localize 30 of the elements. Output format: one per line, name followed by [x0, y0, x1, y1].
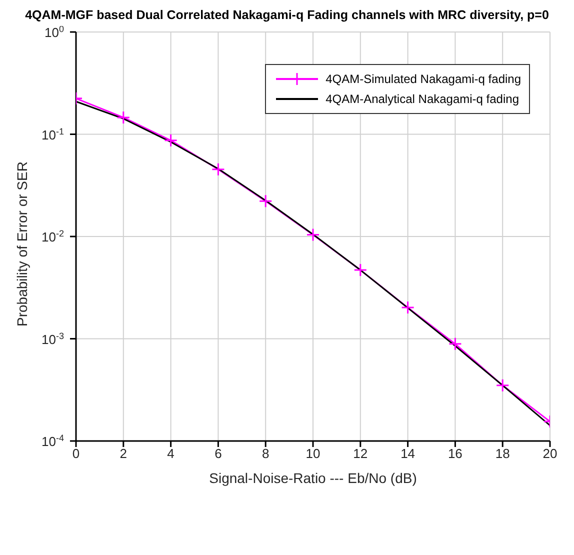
chart-title: 4QAM-MGF based Dual Correlated Nakagami-q Fading channels with MRC diversity, p=0 — [25, 8, 549, 22]
legend-label: 4QAM-Simulated Nakagami-q fading — [326, 72, 521, 86]
legend-label: 4QAM-Analytical Nakagami-q fading — [326, 92, 519, 106]
y-tick-label: 10$^{-1}$ — [42, 126, 64, 142]
x-tick-label: 18 — [495, 446, 510, 462]
y-tick-label: 10$^{-2}$ — [42, 228, 64, 244]
x-tick-label: 6 — [214, 446, 222, 462]
point — [306, 228, 320, 242]
point — [211, 162, 225, 176]
point — [448, 337, 462, 351]
point — [116, 110, 130, 124]
x-tick-label: 16 — [448, 446, 462, 462]
y-tick-label: 10$^{-3}$ — [42, 330, 64, 347]
x-tick-label: 20 — [542, 446, 558, 462]
y-tick-label: 10$^{-4}$ — [42, 433, 64, 449]
point — [496, 378, 510, 392]
x-tick-label: 12 — [353, 446, 368, 462]
point — [258, 194, 272, 208]
x-axis-title: Signal-Noise-Ratio --- Eb/No (dB) — [209, 470, 417, 486]
x-tick-label: 14 — [400, 446, 416, 462]
point — [401, 300, 415, 314]
y-axis-title: Probability of Error or SER — [14, 162, 30, 326]
y-tick-label: 10$^{0}$ — [44, 24, 64, 40]
point — [354, 263, 368, 277]
x-tick-label: 8 — [262, 446, 270, 462]
point — [164, 134, 178, 148]
x-tick-label: 10 — [306, 446, 320, 462]
x-tick-label: 4 — [167, 446, 174, 462]
x-tick-label: 0 — [72, 446, 80, 462]
x-tick-label: 2 — [120, 446, 128, 462]
